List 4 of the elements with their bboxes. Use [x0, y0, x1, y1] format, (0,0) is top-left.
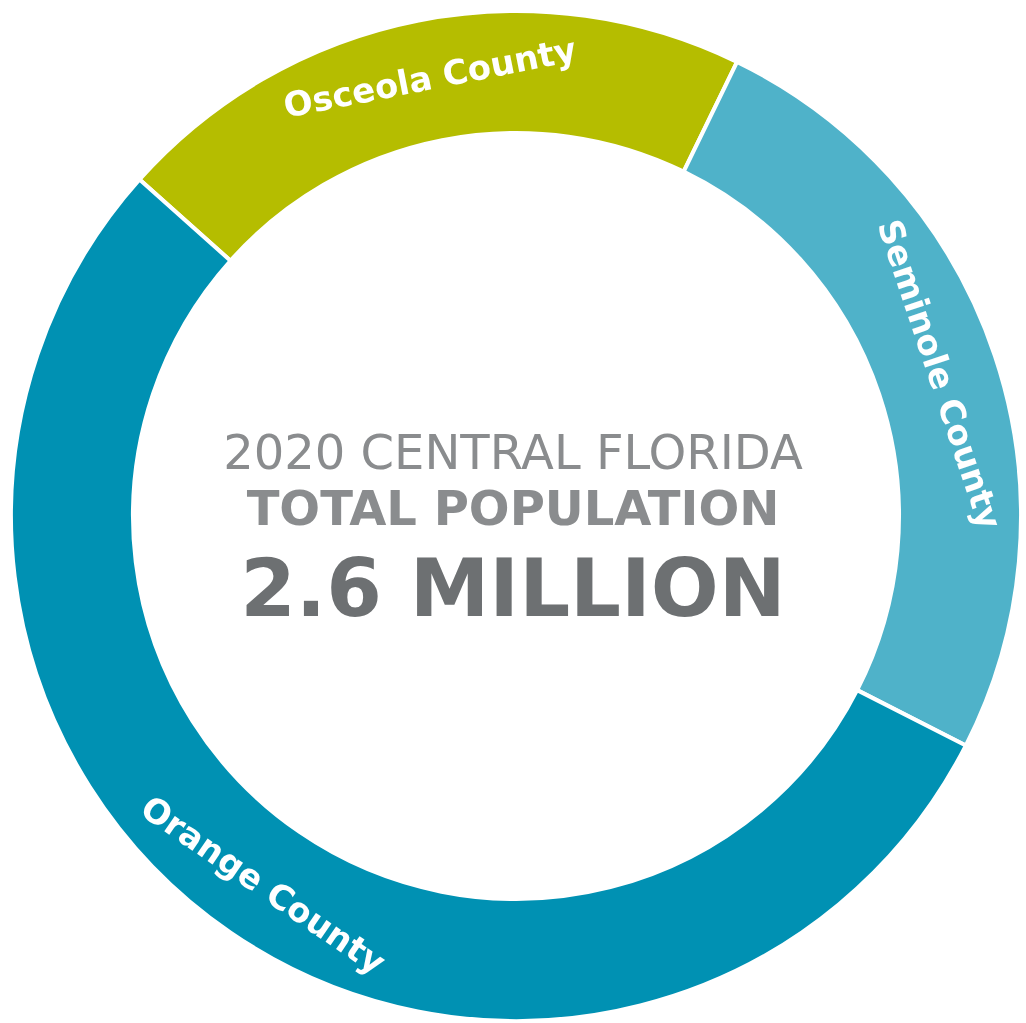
slice-label: Osceola County [280, 29, 580, 126]
text: 2020 CENTRAL FLORIDA [223, 424, 803, 480]
text: 2.6 MILLION [240, 541, 786, 635]
text: TOTAL POPULATION [246, 480, 780, 536]
